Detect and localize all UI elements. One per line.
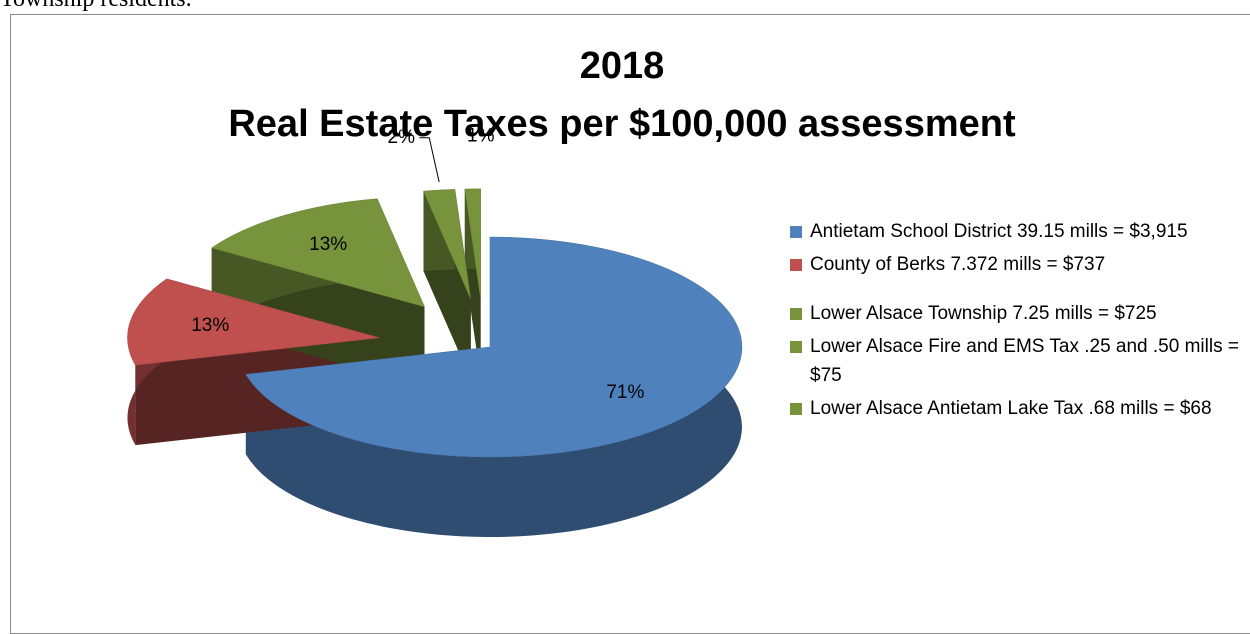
document-text: Township residents.: [0, 0, 192, 13]
legend-entry: Antietam School District 39.15 mills = $…: [790, 217, 1245, 246]
value-label: 1%: [467, 125, 495, 146]
legend-swatch: [790, 259, 802, 271]
slice: [423, 189, 471, 300]
legend-swatch: [790, 308, 802, 320]
legend-label: Lower Alsace Antietam Lake Tax .68 mills…: [810, 398, 1212, 419]
slice: [464, 188, 481, 299]
legend-label: County of Berks 7.372 mills = $737: [810, 254, 1106, 275]
legend-swatch: [790, 403, 802, 415]
legend-label: Lower Alsace Fire and EMS Tax .25 and .5…: [810, 336, 1239, 386]
value-label: 13%: [309, 234, 347, 255]
legend-entry: County of Berks 7.372 mills = $737: [790, 250, 1245, 279]
legend-entry: Lower Alsace Antietam Lake Tax .68 mills…: [790, 394, 1245, 423]
chart-title: 2018: [580, 45, 665, 87]
slice: [211, 198, 425, 308]
value-label: 2%: [388, 127, 416, 148]
legend-swatch: [790, 226, 802, 238]
leader-line: [419, 137, 440, 183]
pie-tops: [127, 188, 743, 458]
legend-swatch: [790, 341, 802, 353]
value-label: 71%: [606, 382, 644, 403]
pie-labels: 71% 13% 13% 2% 1%: [191, 125, 644, 402]
legend-label: Lower Alsace Township 7.25 mills = $725: [810, 303, 1157, 324]
slice: [245, 236, 743, 458]
legend-label: Antietam School District 39.15 mills = $…: [810, 221, 1188, 242]
slice: [127, 278, 380, 366]
value-label: 13%: [191, 315, 229, 336]
legend: Antietam School District 39.15 mills = $…: [790, 217, 1245, 427]
chart-title: Real Estate Taxes per $100,000 assessmen…: [228, 103, 1016, 145]
legend-entry: Lower Alsace Fire and EMS Tax .25 and .5…: [790, 332, 1245, 390]
legend-entry: Lower Alsace Township 7.25 mills = $725: [790, 299, 1245, 328]
